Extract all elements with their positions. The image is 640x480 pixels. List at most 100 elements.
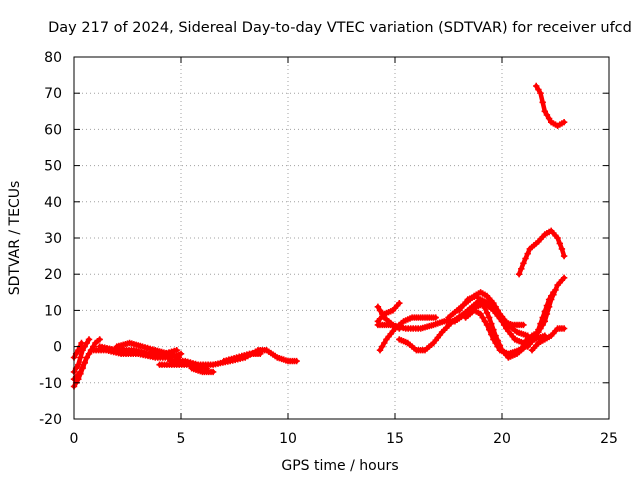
data-point bbox=[494, 343, 501, 350]
data-point bbox=[78, 339, 85, 347]
y-tick-label: 40 bbox=[44, 195, 62, 211]
data-point bbox=[560, 252, 568, 260]
data-point bbox=[550, 289, 557, 296]
data-point bbox=[486, 314, 493, 321]
x-tick-label: 25 bbox=[600, 431, 618, 447]
data-point bbox=[81, 359, 88, 366]
data-point bbox=[381, 339, 388, 347]
y-tick-label: -20 bbox=[39, 412, 62, 428]
data-point bbox=[492, 339, 499, 347]
y-tick-label: 20 bbox=[44, 267, 62, 283]
data-point bbox=[77, 368, 84, 376]
data-point bbox=[75, 347, 82, 354]
data-point bbox=[524, 250, 531, 257]
data-point bbox=[490, 300, 497, 307]
data-point bbox=[374, 303, 382, 310]
data-point bbox=[520, 260, 527, 267]
y-axis-label: SDTVAR / TECUs bbox=[7, 181, 23, 296]
series-track-20 bbox=[515, 227, 568, 278]
data-point bbox=[83, 354, 90, 361]
data-point bbox=[558, 245, 566, 253]
data-point bbox=[481, 318, 489, 325]
data-point bbox=[376, 347, 384, 354]
data-point bbox=[483, 321, 491, 329]
data-point bbox=[379, 310, 386, 318]
x-tick-label: 15 bbox=[386, 431, 404, 447]
series-track-18 bbox=[456, 292, 538, 361]
data-point bbox=[376, 307, 384, 314]
grid-lines bbox=[74, 57, 609, 419]
data-point bbox=[539, 99, 546, 106]
data-point bbox=[490, 336, 497, 343]
series-track-7 bbox=[113, 339, 183, 361]
y-tick-label: 30 bbox=[44, 231, 62, 247]
y-tick-label: 70 bbox=[44, 86, 62, 102]
x-tick-label: 0 bbox=[70, 431, 79, 447]
data-series bbox=[70, 82, 568, 390]
data-point bbox=[522, 255, 529, 262]
y-tick-label: -10 bbox=[39, 376, 62, 392]
x-axis-label: GPS time / hours bbox=[281, 458, 398, 474]
data-point bbox=[560, 119, 568, 126]
data-point bbox=[545, 115, 553, 122]
data-point bbox=[520, 321, 527, 329]
data-point bbox=[515, 271, 523, 278]
axis-ticks: -20 -10 0 10 20 30 40 50 60 70 80 0 5 10 15 20 25 bbox=[39, 50, 618, 447]
y-tick-label: 0 bbox=[53, 340, 62, 356]
series-track-11 bbox=[220, 350, 264, 365]
data-point bbox=[85, 336, 93, 343]
data-point bbox=[293, 357, 300, 365]
data-point bbox=[560, 274, 568, 281]
data-point bbox=[533, 82, 540, 90]
data-point bbox=[535, 326, 542, 333]
data-point bbox=[537, 320, 544, 327]
data-point bbox=[173, 347, 180, 354]
x-tick-label: 10 bbox=[279, 431, 297, 447]
data-point bbox=[479, 300, 486, 307]
data-point bbox=[483, 309, 491, 316]
data-point bbox=[209, 368, 217, 376]
data-point bbox=[543, 111, 551, 119]
data-point bbox=[96, 336, 103, 343]
data-point bbox=[177, 350, 185, 357]
data-point bbox=[539, 314, 546, 321]
x-tick-label: 5 bbox=[177, 431, 186, 447]
data-point bbox=[541, 308, 548, 315]
data-point bbox=[492, 303, 499, 310]
data-point bbox=[477, 310, 484, 318]
y-tick-label: 60 bbox=[44, 122, 62, 138]
series-track-23 bbox=[528, 325, 568, 354]
series-track-22 bbox=[524, 289, 557, 350]
data-point bbox=[77, 354, 84, 361]
data-point bbox=[554, 234, 561, 242]
data-point bbox=[481, 304, 489, 312]
data-point bbox=[257, 350, 264, 357]
data-point bbox=[479, 314, 486, 321]
data-point bbox=[556, 240, 563, 247]
data-point bbox=[518, 265, 525, 272]
data-point bbox=[85, 350, 93, 357]
data-point bbox=[548, 292, 555, 300]
data-point bbox=[432, 314, 439, 321]
data-point bbox=[75, 361, 82, 368]
y-tick-label: 80 bbox=[44, 50, 62, 66]
x-tick-label: 20 bbox=[493, 431, 511, 447]
data-point bbox=[79, 363, 86, 371]
data-point bbox=[396, 300, 403, 307]
data-point bbox=[379, 343, 386, 350]
data-point bbox=[535, 86, 542, 93]
data-point bbox=[537, 90, 544, 97]
y-tick-label: 50 bbox=[44, 159, 62, 175]
data-point bbox=[541, 108, 548, 115]
chart-title: Day 217 of 2024, Sidereal Day-to-day VTE… bbox=[48, 20, 632, 36]
data-point bbox=[488, 331, 495, 338]
data-point bbox=[560, 325, 568, 332]
data-point bbox=[545, 296, 553, 303]
data-point bbox=[494, 307, 501, 314]
data-point bbox=[533, 332, 540, 339]
y-tick-label: 10 bbox=[44, 303, 62, 319]
series-track-24 bbox=[533, 82, 568, 129]
data-point bbox=[488, 320, 495, 327]
series-track-10 bbox=[188, 365, 217, 376]
